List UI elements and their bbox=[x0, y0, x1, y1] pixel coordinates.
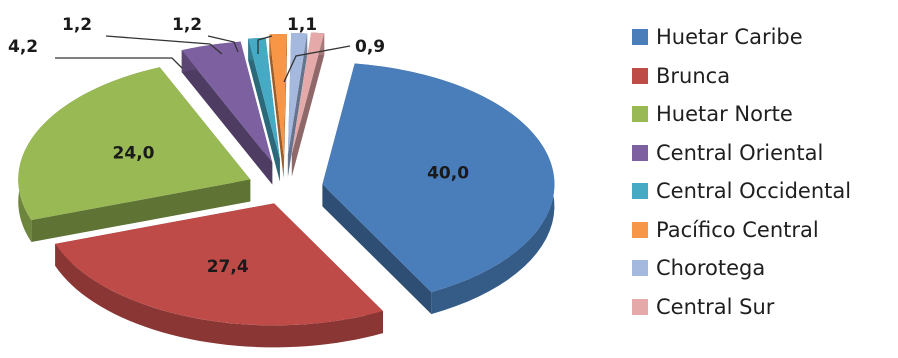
legend-item-brunca: Brunca bbox=[632, 57, 851, 96]
legend-label-central-occidental: Central Occidental bbox=[656, 179, 852, 204]
data-label-central-sur: 0,9 bbox=[355, 37, 385, 57]
data-label-chorotega: 1,1 bbox=[287, 15, 317, 35]
legend-item-huetar-norte: Huetar Norte bbox=[632, 95, 851, 134]
legend-swatch-huetar-caribe bbox=[632, 29, 648, 46]
pie-slice-brunca bbox=[55, 203, 384, 348]
legend-label-central-oriental: Central Oriental bbox=[656, 140, 824, 165]
leader-line-chorotega bbox=[257, 35, 273, 54]
data-label-brunca: 27,4 bbox=[207, 257, 249, 277]
legend-item-central-sur: Central Sur bbox=[632, 288, 851, 327]
legend-swatch-central-occidental bbox=[632, 183, 648, 200]
data-label-huetar-norte: 24,0 bbox=[113, 143, 155, 163]
legend-label-huetar-caribe: Huetar Caribe bbox=[656, 25, 803, 50]
leader-line-central-oriental bbox=[55, 57, 183, 69]
legend-item-huetar-caribe: Huetar Caribe bbox=[632, 18, 851, 57]
legend-item-pacifico-central: Pacífico Central bbox=[632, 211, 851, 250]
leader-line-central-occidental bbox=[105, 35, 223, 55]
leader-line-pacifico-central bbox=[207, 35, 239, 53]
data-label-huetar-caribe: 40,0 bbox=[427, 164, 469, 184]
pie-slice-huetar-norte bbox=[18, 67, 251, 242]
legend-item-central-oriental: Central Oriental bbox=[632, 134, 851, 173]
data-label-central-oriental: 4,2 bbox=[8, 37, 38, 57]
pie-slice-central-occidental bbox=[248, 37, 280, 182]
data-label-central-occidental: 1,2 bbox=[62, 15, 92, 35]
legend-item-chorotega: Chorotega bbox=[632, 249, 851, 288]
pie-slice-central-sur bbox=[291, 32, 325, 177]
legend-label-brunca: Brunca bbox=[656, 63, 731, 88]
legend-swatch-central-sur bbox=[632, 298, 648, 315]
legend-label-chorotega: Chorotega bbox=[656, 256, 766, 281]
data-label-pacifico-central: 1,2 bbox=[172, 15, 202, 35]
legend-swatch-huetar-norte bbox=[632, 106, 648, 123]
legend-swatch-brunca bbox=[632, 67, 648, 84]
legend-swatch-pacifico-central bbox=[632, 221, 648, 238]
pie-slice-central-oriental bbox=[181, 41, 273, 185]
legend-label-central-sur: Central Sur bbox=[656, 294, 775, 319]
legend-label-pacifico-central: Pacífico Central bbox=[656, 217, 819, 242]
legend-item-central-occidental: Central Occidental bbox=[632, 172, 851, 211]
legend-swatch-chorotega bbox=[632, 260, 648, 277]
pie-slice-huetar-caribe bbox=[322, 63, 555, 315]
legend: Huetar Caribe Brunca Huetar Norte Centra… bbox=[632, 18, 851, 326]
pie-slice-pacifico-central bbox=[269, 34, 287, 179]
legend-swatch-central-oriental bbox=[632, 144, 648, 161]
leader-line-central-sur bbox=[283, 45, 351, 83]
legend-label-huetar-norte: Huetar Norte bbox=[656, 102, 793, 127]
